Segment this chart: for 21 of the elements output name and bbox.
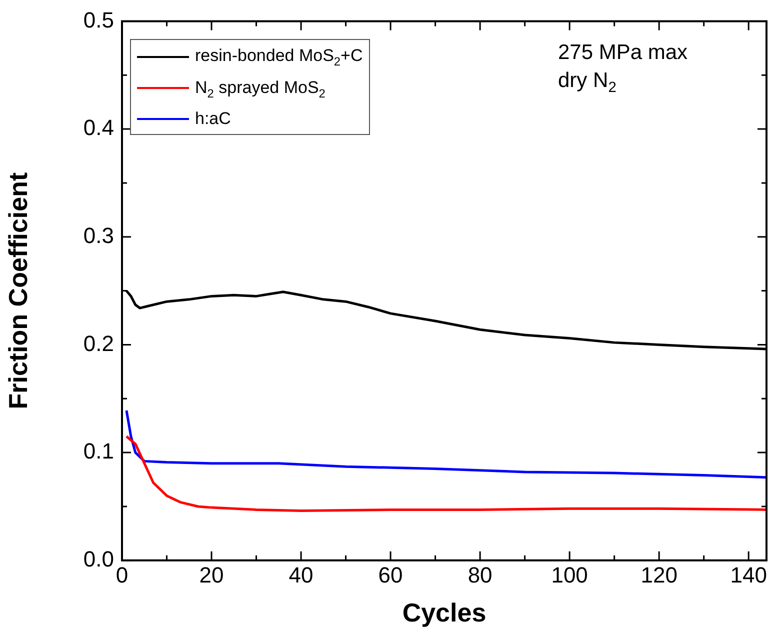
x-tick-label: 140 — [730, 562, 767, 588]
y-tick-label: 0.4 — [83, 115, 114, 140]
y-tick-label: 0.1 — [83, 438, 114, 464]
y-tick-label: 0.3 — [83, 222, 114, 248]
x-tick-label: 0 — [116, 562, 128, 588]
x-tick-label: 40 — [288, 562, 314, 588]
y-tick-label: 0.0 — [83, 546, 114, 572]
legend-label: N$_{2}$ sprayed MoS$_{2}$ — [195, 78, 326, 100]
x-axis-title: Cycles — [402, 598, 486, 628]
x-tick-label: 120 — [640, 562, 678, 588]
legend-label: resin-bonded MoS$_{2}$+C — [195, 46, 363, 69]
legend-label: h:aC — [195, 108, 231, 128]
x-tick-label: 20 — [199, 562, 224, 588]
annotation: dry N$_{2}$ — [558, 68, 618, 98]
annotation: 275 MPa max — [558, 40, 688, 66]
x-tick-label: 100 — [551, 562, 588, 588]
y-tick-label: 0.5 — [83, 7, 114, 32]
y-tick-label: 0.2 — [83, 330, 114, 356]
y-axis-title: Friction Coefficient — [2, 172, 33, 410]
x-tick-label: 80 — [468, 562, 492, 588]
x-tick-label: 60 — [378, 562, 403, 588]
